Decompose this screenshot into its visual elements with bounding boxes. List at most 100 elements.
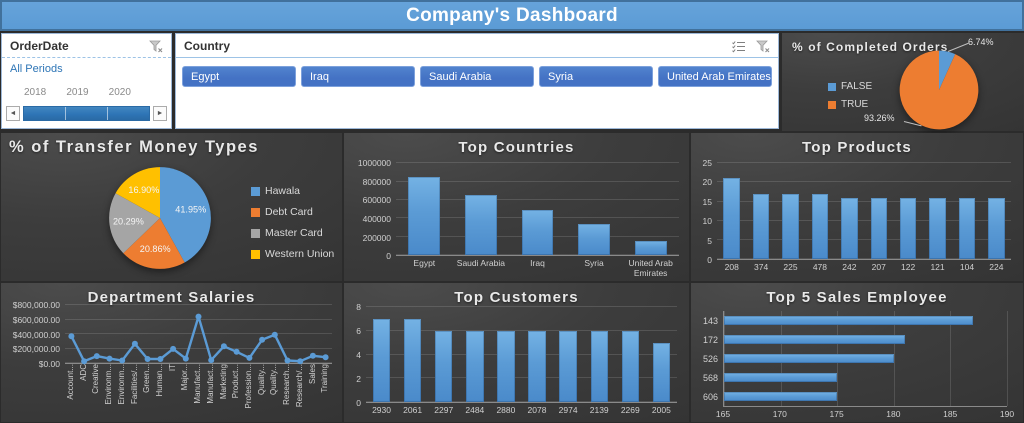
bar [521, 210, 554, 256]
x-tick-label: Facilities/... [130, 364, 139, 405]
department-salaries-line-chart: $0.00 $200,000.00 $400,000.00 $600,000.00 $8… [5, 300, 332, 422]
y-axis: 143 172 526 568 606 [699, 311, 723, 407]
country-slicer-title: Country [184, 39, 230, 53]
gridline [366, 306, 677, 307]
gridline [717, 181, 1011, 183]
pie-slice [939, 50, 956, 90]
gridline [366, 329, 677, 331]
x-tick-label: Environm... [105, 364, 114, 405]
x-tick-label: 2061 [403, 405, 423, 416]
multi-select-icon[interactable] [731, 40, 746, 53]
x-tick-label: 104 [959, 262, 975, 273]
y-tick-label: 6 [356, 326, 361, 337]
gridline [396, 199, 679, 200]
x-tick-label: Quality... [270, 364, 279, 395]
gridline [396, 162, 679, 163]
legend-item: Master Card [251, 227, 334, 239]
top-countries-bar-chart: 0 200000 400000 600000 800000 1000000 Egypt Sau… [348, 158, 679, 279]
legend-item: Western Union [251, 248, 334, 260]
x-tick-label-cell: Account... [65, 364, 78, 422]
bar [403, 318, 422, 403]
y-tick-label: 25 [702, 158, 712, 168]
timeline-selection-bar[interactable] [23, 106, 150, 121]
y-tick-label: 8 [356, 302, 361, 312]
x-tick-label-cell: Human... [154, 364, 167, 422]
country-button-united-arab-emirates[interactable]: United Arab Emirates [658, 66, 772, 87]
gridline [366, 377, 677, 379]
data-point-marker [322, 354, 329, 361]
chart-title: % of Completed Orders [792, 40, 949, 54]
x-axis: 208 374 225 478 242 207 122 121 104 224 [717, 260, 1011, 273]
country-slicer: Country Egypt Iraq Saudi Arabia Syria Un… [175, 33, 779, 129]
legend-label: FALSE [841, 81, 873, 92]
y-tick-label: $0.00 [38, 359, 60, 369]
timeline-scroll-right-button[interactable]: ► [153, 106, 167, 121]
country-button-syria[interactable]: Syria [539, 66, 653, 87]
x-tick-label: Human... [155, 364, 164, 397]
x-tick-label-cell: Manufact... [205, 364, 218, 422]
bar [408, 176, 441, 256]
gridline [366, 353, 677, 355]
transfer-money-types-chart-panel: % of Transfer Money Types 41.95% 20.86% 20… [1, 133, 342, 281]
country-button-saudi-arabia[interactable]: Saudi Arabia [420, 66, 534, 87]
x-tick-label: Manufact... [206, 364, 215, 404]
data-point-marker [170, 345, 177, 352]
y-tick-label: 5 [707, 235, 712, 246]
legend-swatch [828, 100, 836, 109]
bar [929, 197, 946, 260]
bar [466, 330, 484, 403]
timeline-segment[interactable] [108, 107, 149, 120]
bar [559, 330, 577, 403]
legend-swatch [251, 228, 260, 238]
country-button-egypt[interactable]: Egypt [182, 66, 296, 87]
gridline [1007, 311, 1008, 406]
x-tick-label-cell: ADC [78, 364, 91, 422]
x-tick-label-cell: Environm... [103, 364, 116, 422]
timeline-scroll-left-button[interactable]: ◄ [6, 106, 20, 121]
x-tick-label: Syria [584, 258, 604, 269]
x-tick-label: Product... [232, 364, 241, 399]
timeline-segment[interactable] [66, 107, 108, 120]
bar-cell [615, 307, 646, 403]
bar [841, 197, 858, 260]
bar [724, 391, 838, 402]
y-tick-label: 0 [386, 251, 391, 262]
pie-slice-label: 20.86% [140, 244, 171, 254]
legend-item: TRUE [828, 99, 872, 110]
clear-filter-icon[interactable] [149, 40, 163, 53]
country-button-iraq[interactable]: Iraq [301, 66, 415, 87]
legend-label: Debt Card [265, 206, 313, 218]
x-tick-label: 2880 [496, 405, 516, 416]
x-tick-label: 121 [930, 262, 945, 273]
x-tick-label: Research/... [295, 364, 304, 408]
top-products-chart-panel: Top Products 0 5 10 15 20 25 208 374 225 478 242 20… [691, 133, 1023, 281]
x-tick-label: Environm... [117, 364, 126, 405]
legend-label: Western Union [265, 248, 335, 260]
bar [724, 334, 906, 345]
orderdate-timeline-slicer: OrderDate All Periods 2018 2019 2020 ◄ ► [1, 33, 172, 129]
x-tick-label: 208 [724, 262, 739, 273]
bar-cell [717, 163, 746, 260]
x-axis: Account... ADC Creative Environm... Environm… [65, 364, 332, 422]
bars [366, 307, 677, 403]
orderdate-selection-label[interactable]: All Periods [10, 63, 63, 75]
bar [621, 330, 639, 403]
legend-item: Hawala [251, 185, 334, 197]
data-point-marker [220, 343, 227, 350]
x-tick-label: 165 [715, 409, 731, 419]
x-tick-label: 2930 [372, 405, 391, 416]
bars [396, 163, 679, 256]
country-slicer-icons [731, 40, 770, 53]
timeline-segment[interactable] [24, 107, 66, 120]
line-path [70, 315, 326, 363]
completed-orders-legend: FALSE TRUE [828, 81, 872, 117]
data-point-marker [182, 355, 189, 362]
x-tick-label-cell: Major... [179, 364, 192, 422]
bar-cell [952, 163, 981, 260]
y-tick-label: 10 [702, 216, 712, 227]
plot-area [717, 162, 1011, 261]
x-axis: Egypt Saudi Arabia Iraq Syria United Arab Em… [396, 256, 679, 279]
y-tick-label: $400,000.00 [12, 329, 60, 340]
bar [724, 372, 838, 383]
clear-filter-icon[interactable] [756, 40, 770, 53]
